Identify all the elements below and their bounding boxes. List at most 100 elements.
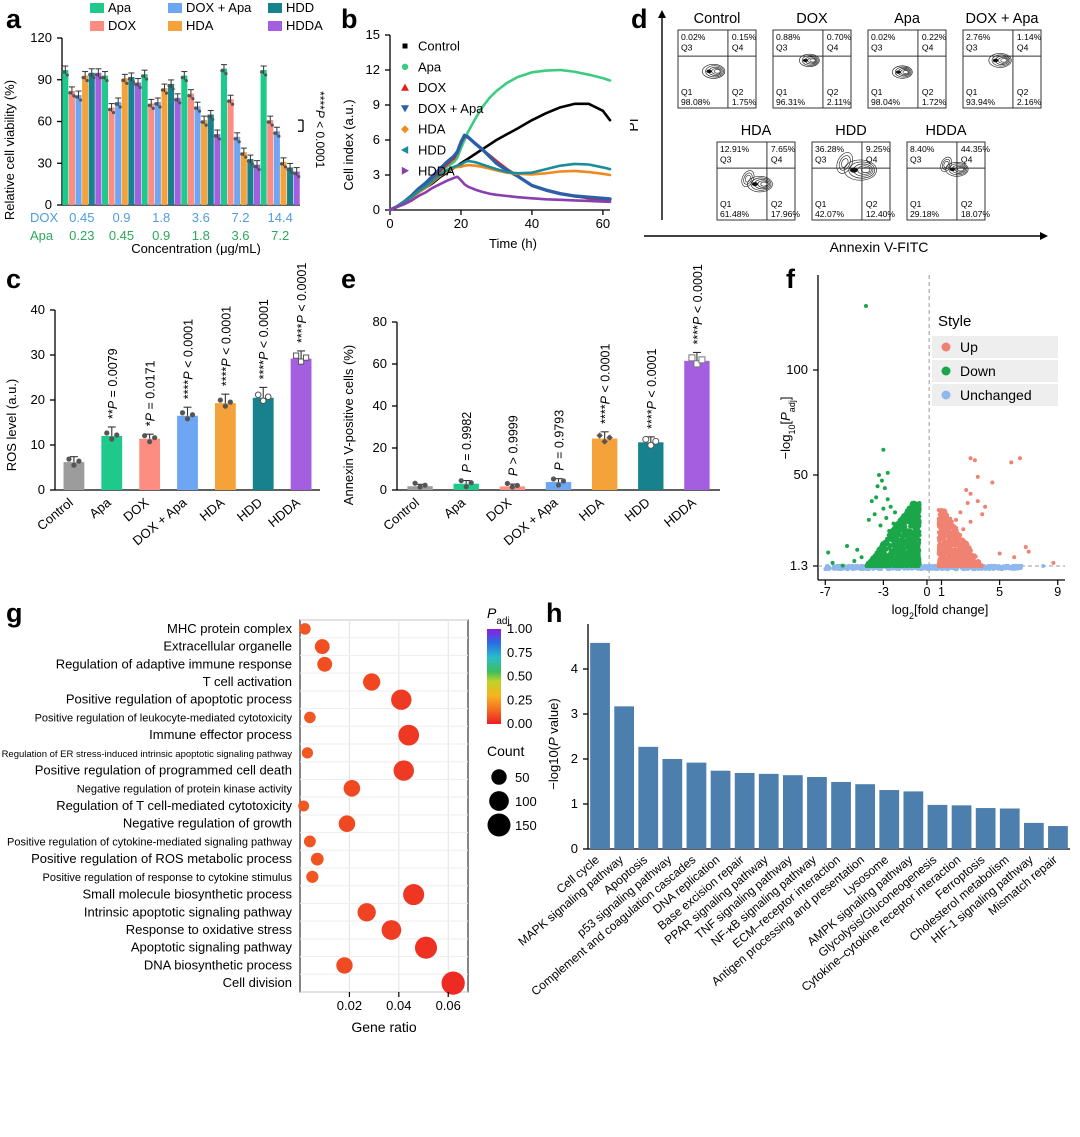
- svg-text:Control: Control: [694, 11, 741, 27]
- svg-text:Q2: Q2: [922, 87, 934, 97]
- svg-text:7.2: 7.2: [231, 210, 249, 225]
- svg-text:DOX + Apa: DOX + Apa: [418, 101, 484, 116]
- svg-text:Q2: Q2: [732, 87, 744, 97]
- svg-text:Relative cell viability (%): Relative cell viability (%): [2, 80, 17, 220]
- svg-text:0.23: 0.23: [69, 228, 94, 243]
- svg-text:Negative regulation of protein: Negative regulation of protein kinase ac…: [77, 783, 293, 795]
- svg-text:9.25%: 9.25%: [866, 144, 891, 154]
- svg-text:−log10(P value): −log10(P value): [546, 698, 561, 789]
- svg-text:61.48%: 61.48%: [720, 209, 750, 219]
- svg-text:0.15%: 0.15%: [732, 32, 757, 42]
- svg-text:12: 12: [366, 62, 380, 77]
- svg-text:3: 3: [373, 167, 380, 182]
- svg-text:P = 0.9982: P = 0.9982: [460, 412, 474, 473]
- svg-text:****P < 0.0001: ****P < 0.0001: [313, 91, 327, 168]
- svg-text:0.02%: 0.02%: [871, 32, 896, 42]
- svg-text:30: 30: [31, 347, 45, 362]
- svg-text:HDD: HDD: [418, 143, 446, 158]
- svg-text:MHC protein complex: MHC protein complex: [167, 621, 292, 636]
- svg-text:Q1: Q1: [776, 87, 788, 97]
- svg-text:Q1: Q1: [815, 199, 827, 209]
- svg-text:8.40%: 8.40%: [910, 144, 935, 154]
- svg-text:17.96%: 17.96%: [771, 209, 801, 219]
- svg-text:Annexin V-FITC: Annexin V-FITC: [830, 239, 929, 255]
- svg-text:DOX + Apa: DOX + Apa: [966, 11, 1040, 27]
- svg-text:Cell index (a.u.): Cell index (a.u.): [341, 99, 356, 190]
- svg-text:Immune effector process: Immune effector process: [149, 727, 292, 742]
- svg-text:0.88%: 0.88%: [776, 32, 801, 42]
- svg-text:0: 0: [571, 841, 578, 856]
- svg-text:1.72%: 1.72%: [922, 97, 947, 107]
- svg-text:20: 20: [373, 440, 387, 455]
- svg-text:0: 0: [38, 482, 45, 497]
- svg-text:1.75%: 1.75%: [732, 97, 757, 107]
- svg-text:Q3: Q3: [681, 43, 693, 53]
- svg-text:DOX: DOX: [418, 80, 447, 95]
- svg-text:Q3: Q3: [720, 155, 732, 165]
- svg-text:Q4: Q4: [771, 155, 783, 165]
- svg-text:Negative regulation of growth: Negative regulation of growth: [123, 816, 292, 831]
- svg-text:****P < 0.0001: ****P < 0.0001: [599, 343, 613, 423]
- svg-text:Q1: Q1: [966, 87, 978, 97]
- svg-text:12.91%: 12.91%: [720, 144, 750, 154]
- svg-text:DOX: DOX: [108, 18, 137, 33]
- svg-text:Concentration (μg/mL): Concentration (μg/mL): [131, 241, 261, 255]
- svg-text:1.3: 1.3: [790, 558, 808, 573]
- svg-text:80: 80: [373, 314, 387, 329]
- svg-text:0.02: 0.02: [337, 998, 362, 1013]
- svg-text:****P < 0.0001: ****P < 0.0001: [691, 264, 705, 344]
- svg-text:Positive regulation of ROS met: Positive regulation of ROS metabolic pro…: [31, 851, 292, 866]
- svg-text:P > 0.9999: P > 0.9999: [506, 415, 520, 476]
- svg-text:Up: Up: [960, 339, 978, 355]
- svg-text:****P < 0.0001: ****P < 0.0001: [645, 349, 659, 429]
- svg-text:3: 3: [571, 706, 578, 721]
- svg-text:1: 1: [571, 796, 578, 811]
- svg-text:14.4: 14.4: [268, 210, 293, 225]
- svg-text:Positive regulation of program: Positive regulation of programmed cell d…: [35, 763, 292, 778]
- svg-text:Q3: Q3: [815, 155, 827, 165]
- svg-text:HDDA: HDDA: [418, 163, 455, 178]
- svg-text:29.18%: 29.18%: [910, 209, 940, 219]
- svg-text:Apa: Apa: [894, 11, 921, 27]
- svg-text:40: 40: [31, 302, 45, 317]
- svg-text:Regulation of T cell-mediated: Regulation of T cell-mediated cytotoxici…: [56, 798, 292, 813]
- svg-text:2.16%: 2.16%: [1017, 97, 1042, 107]
- svg-text:0.02%: 0.02%: [681, 32, 706, 42]
- svg-text:0.70%: 0.70%: [827, 32, 852, 42]
- svg-text:****P < 0.0001: ****P < 0.0001: [257, 299, 271, 379]
- svg-text:Apa: Apa: [418, 59, 442, 74]
- svg-text:20: 20: [454, 216, 468, 231]
- svg-text:Style: Style: [938, 313, 971, 330]
- svg-text:HDD: HDD: [835, 123, 866, 139]
- svg-text:20: 20: [31, 392, 45, 407]
- svg-text:10: 10: [31, 437, 45, 452]
- svg-text:98.04%: 98.04%: [871, 97, 901, 107]
- svg-text:Q2: Q2: [771, 199, 783, 209]
- svg-text:7.65%: 7.65%: [771, 144, 796, 154]
- svg-text:Gene ratio: Gene ratio: [351, 1019, 417, 1035]
- svg-text:Control: Control: [34, 495, 76, 534]
- svg-text:2.11%: 2.11%: [827, 97, 851, 107]
- svg-text:Unchanged: Unchanged: [960, 387, 1032, 403]
- svg-text:60: 60: [373, 356, 387, 371]
- svg-text:DOX: DOX: [30, 210, 59, 225]
- svg-text:93.94%: 93.94%: [966, 97, 996, 107]
- svg-text:PI: PI: [630, 118, 641, 131]
- svg-text:Q3: Q3: [910, 155, 922, 165]
- svg-text:96.31%: 96.31%: [776, 97, 806, 107]
- svg-text:HDDA: HDDA: [265, 495, 303, 530]
- svg-text:Positive regulation of respons: Positive regulation of response to cytok…: [43, 872, 293, 884]
- svg-text:Control: Control: [418, 39, 460, 54]
- svg-text:0.04: 0.04: [386, 998, 411, 1013]
- svg-text:HDA: HDA: [576, 495, 607, 524]
- svg-text:0.9: 0.9: [112, 210, 130, 225]
- svg-text:Annexin V-positive cells (%): Annexin V-positive cells (%): [341, 345, 356, 505]
- svg-text:HDDA: HDDA: [286, 18, 323, 33]
- svg-text:Q1: Q1: [871, 87, 883, 97]
- svg-text:DOX: DOX: [120, 495, 151, 525]
- svg-text:100: 100: [786, 362, 808, 377]
- svg-text:Complement and coagulation cas: Complement and coagulation cascades: [528, 853, 698, 999]
- svg-text:36.28%: 36.28%: [815, 144, 845, 154]
- svg-text:HDA: HDA: [741, 123, 772, 139]
- svg-text:98.08%: 98.08%: [681, 97, 711, 107]
